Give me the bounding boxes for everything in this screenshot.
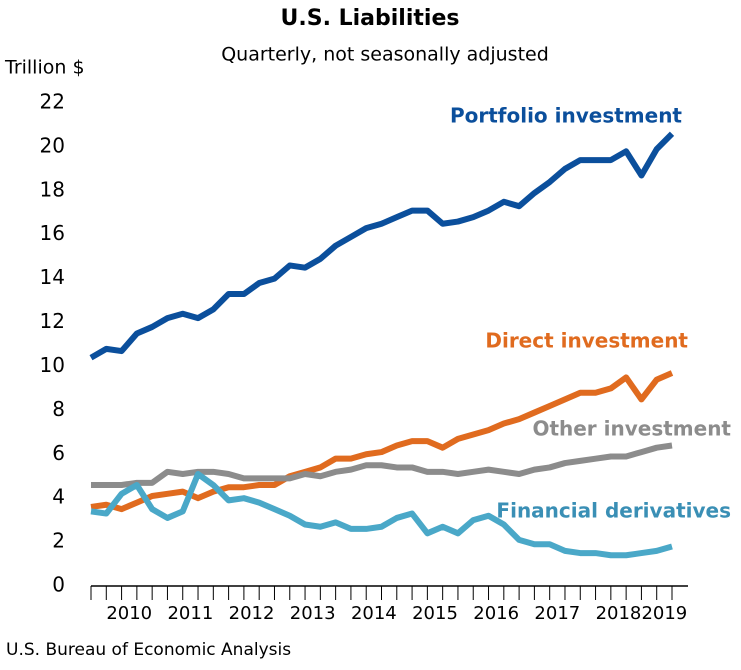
y-tick-label: 10 <box>40 353 65 377</box>
x-tick-label: 2015 <box>412 603 458 624</box>
x-tick-label: 2016 <box>473 603 519 624</box>
x-tick-label: 2010 <box>106 603 152 624</box>
y-tick-label: 18 <box>40 177 65 201</box>
x-tick-label: 2012 <box>229 603 275 624</box>
x-tick-label: 2013 <box>290 603 336 624</box>
source-note: U.S. Bureau of Economic Analysis <box>6 640 291 660</box>
y-tick-label: 12 <box>40 309 65 333</box>
series-line <box>89 131 675 361</box>
x-tick-label: 2017 <box>534 603 580 624</box>
series-label: Other investment <box>532 417 731 441</box>
x-tick-label: 2011 <box>167 603 213 624</box>
x-tick-label: 2018 <box>596 603 642 624</box>
series-line <box>90 471 673 559</box>
chart-title: U.S. Liabilities <box>281 6 460 31</box>
y-tick-label: 6 <box>52 441 65 465</box>
y-tick-label: 22 <box>40 90 65 114</box>
y-tick-label: 2 <box>52 529 65 553</box>
series-line <box>91 442 673 489</box>
y-tick-label: 8 <box>52 397 65 421</box>
series-label: Portfolio investment <box>450 104 682 128</box>
series-line <box>90 370 674 513</box>
x-tick-label: 2014 <box>351 603 397 624</box>
y-tick-label: 14 <box>40 265 65 289</box>
x-tick-label: 2019 <box>641 603 687 624</box>
y-tick-label: 0 <box>52 573 65 597</box>
y-tick-label: 16 <box>40 221 65 245</box>
y-axis-label: Trillion $ <box>4 57 85 79</box>
series-label: Direct investment <box>485 329 688 353</box>
y-tick-label: 4 <box>52 485 65 509</box>
chart-subtitle: Quarterly, not seasonally adjusted <box>221 44 549 66</box>
y-tick-label: 20 <box>40 133 65 157</box>
series-label: Financial derivatives <box>496 499 731 523</box>
